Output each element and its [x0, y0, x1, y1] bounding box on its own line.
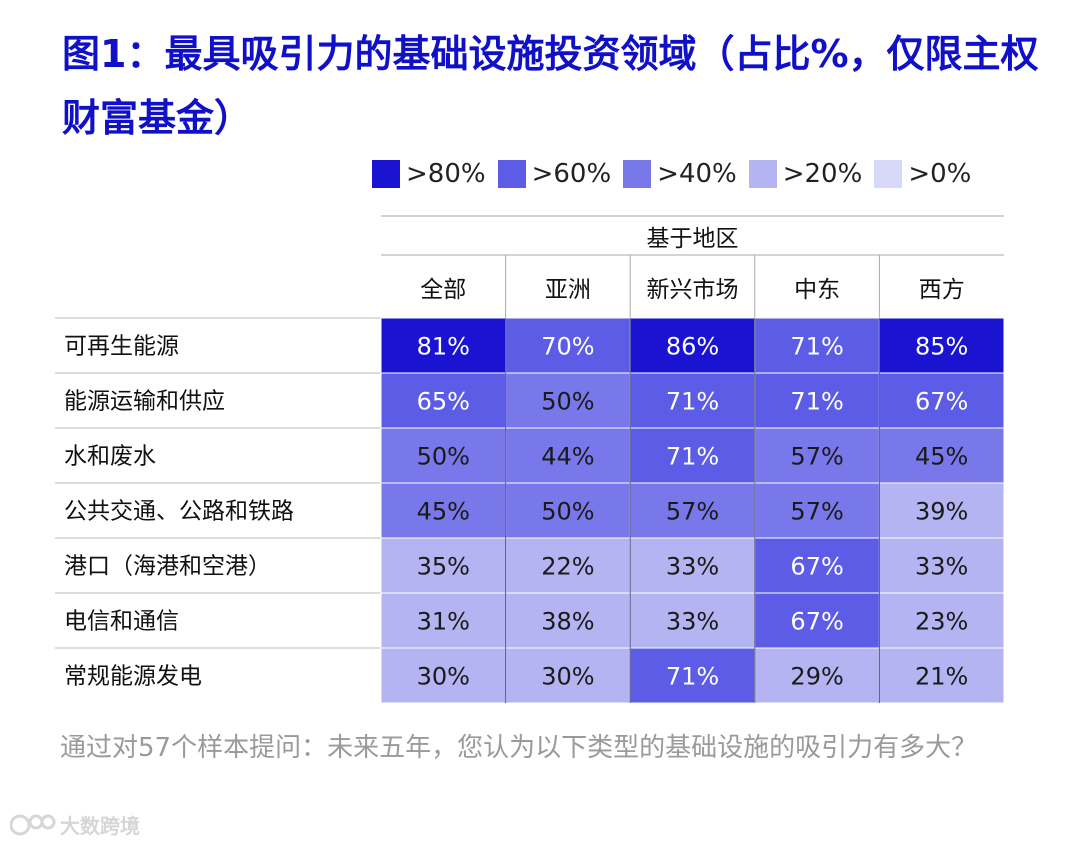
row-label: 常规能源发电 [64, 664, 202, 690]
cell-value-label: 23% [915, 608, 968, 636]
row-label: 港口（海港和空港） [64, 554, 271, 580]
legend-swatch [497, 160, 526, 188]
cell-value-label: 22% [541, 553, 594, 581]
heatmap-cell [629, 317, 756, 374]
legend-label: >40% [657, 159, 737, 189]
heatmap-cell [878, 537, 1005, 594]
cell-value-label: 38% [541, 608, 594, 636]
legend-label: >80% [406, 159, 486, 189]
cell-value-label: 44% [541, 443, 594, 471]
heatmap-cell [629, 372, 756, 429]
heatmap-cell [878, 317, 1005, 374]
cell-value-label: 30% [541, 663, 594, 691]
heatmap-cell [754, 372, 880, 429]
cell-value-label: 33% [915, 553, 968, 581]
column-header: 亚洲 [545, 277, 591, 303]
legend-item: >0% [874, 159, 971, 189]
legend-label: >60% [531, 159, 612, 189]
legend-item: >20% [748, 159, 863, 189]
cell-value-label: 29% [790, 663, 843, 691]
cell-value-label: 67% [915, 388, 968, 416]
cell-value-label: 39% [915, 498, 968, 526]
cell-value-label: 21% [915, 663, 968, 691]
heatmap-cell [505, 592, 631, 649]
heatmap-cell [505, 372, 631, 429]
watermark-logo-icon [10, 814, 56, 835]
row-label: 公共交通、公路和铁路 [64, 499, 294, 525]
heatmap-cell [380, 647, 507, 704]
row-label: 水和废水 [64, 444, 156, 470]
legend-item: >60% [497, 159, 612, 189]
heatmap-cell [380, 317, 507, 374]
column-header: 全部 [420, 277, 466, 303]
heatmap-cell [878, 372, 1005, 429]
chart-title: 图1：最具吸引力的基础设施投资领域（占比%，仅限主权财富基金） [62, 32, 1039, 140]
heatmap-cell [380, 372, 507, 429]
legend-label: >0% [908, 159, 972, 189]
group-header: 基于地区 [647, 226, 739, 252]
cell-value-label: 70% [541, 333, 594, 361]
cell-value-label: 45% [915, 443, 968, 471]
column-header: 新兴市场 [647, 277, 739, 303]
cell-value-label: 71% [790, 333, 843, 361]
cell-value-label: 86% [666, 333, 719, 361]
cell-value-label: 45% [417, 498, 470, 526]
row-label: 可再生能源 [64, 334, 179, 360]
legend-item: >80% [372, 159, 486, 189]
legend-item: >40% [623, 159, 737, 189]
cell-value-label: 50% [417, 443, 470, 471]
cell-value-label: 33% [666, 553, 719, 581]
heatmap-cell [629, 537, 756, 594]
cell-value-label: 71% [666, 443, 719, 471]
caption: 通过对57个样本提问：未来五年，您认为以下类型的基础设施的吸引力有多大？ [60, 733, 978, 763]
cell-value-label: 65% [417, 388, 470, 416]
cell-value-label: 35% [417, 553, 470, 581]
heatmap-cell [380, 592, 507, 649]
row-label: 电信和通信 [64, 609, 179, 635]
legend: >80% >60% >40% >20% >0% [372, 158, 983, 190]
cell-value-label: 81% [417, 333, 470, 361]
cell-value-label: 57% [790, 443, 843, 471]
heatmap-cell [505, 427, 631, 484]
legend-swatch [623, 160, 652, 188]
watermark-text: 大数跨境 [60, 814, 140, 838]
cell-value-label: 57% [790, 498, 843, 526]
cell-value-label: 50% [541, 498, 594, 526]
legend-swatch [748, 160, 777, 188]
heatmap-cell [754, 537, 880, 594]
heatmap-cell [754, 592, 880, 649]
row-label: 能源运输和供应 [64, 389, 225, 415]
heatmap-cell [878, 427, 1005, 484]
cell-value-label: 85% [915, 333, 968, 361]
legend-swatch [874, 160, 903, 188]
watermark: 大数跨境 [10, 810, 140, 839]
heatmap-cell [754, 482, 880, 539]
column-header: 中东 [794, 277, 840, 303]
column-header: 西方 [919, 277, 965, 303]
cell-value-label: 71% [790, 388, 843, 416]
cell-value-label: 67% [790, 553, 843, 581]
legend-swatch [372, 160, 400, 188]
cell-value-label: 57% [666, 498, 719, 526]
legend-label: >20% [782, 159, 863, 189]
cell-value-label: 71% [666, 388, 719, 416]
cell-value-label: 71% [666, 663, 719, 691]
cell-value-label: 31% [417, 608, 470, 636]
cell-value-label: 30% [417, 663, 470, 691]
cell-value-label: 33% [666, 608, 719, 636]
cell-value-label: 67% [790, 608, 843, 636]
cell-value-label: 50% [541, 388, 594, 416]
